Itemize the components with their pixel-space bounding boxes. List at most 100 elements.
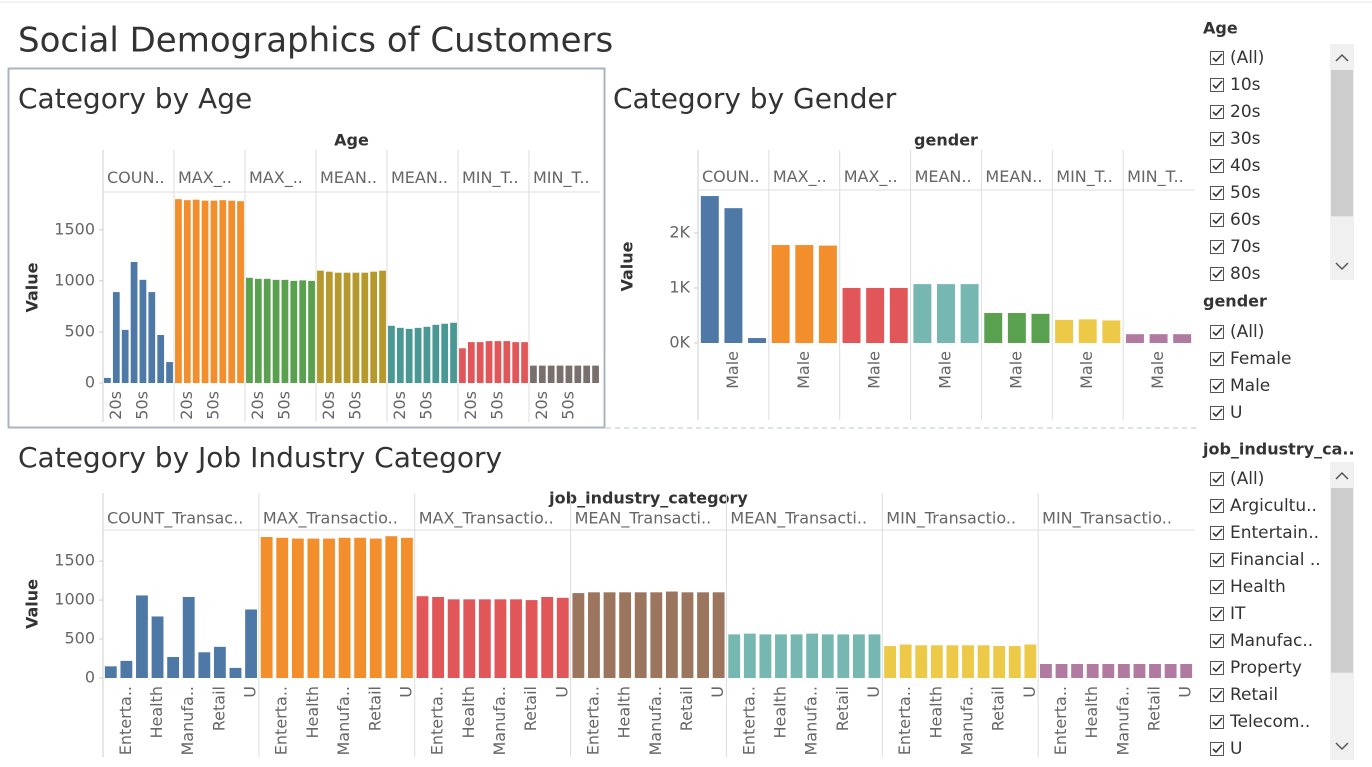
- bar: [712, 592, 725, 678]
- bar: [1055, 319, 1074, 343]
- panel-header: MIN_T..: [1056, 167, 1113, 187]
- filter-item[interactable]: 50s: [1210, 183, 1261, 203]
- bar: [476, 342, 484, 383]
- bar: [795, 245, 814, 343]
- bar: [151, 616, 164, 678]
- x-tick-label: Manufa..: [490, 686, 509, 756]
- scroll-up: [1335, 53, 1349, 62]
- bar: [1125, 334, 1144, 343]
- x-tick-label: U: [1020, 686, 1039, 698]
- filter-item[interactable]: (All): [1210, 469, 1265, 489]
- bar: [343, 272, 351, 383]
- filter-item[interactable]: Retail: [1210, 685, 1279, 705]
- y-tick-label: 0K: [669, 333, 690, 352]
- checkbox: [1210, 580, 1224, 594]
- filter-label: Retail: [1230, 685, 1278, 705]
- y-tick-label: 500: [64, 321, 95, 340]
- filter-item[interactable]: 10s: [1210, 75, 1261, 95]
- x-tick-label: 50s: [416, 391, 435, 420]
- filter-item[interactable]: Manufac..: [1210, 631, 1314, 651]
- x-tick-label: U: [708, 686, 727, 698]
- bar: [423, 326, 431, 383]
- bar: [354, 537, 367, 678]
- bar: [619, 592, 632, 678]
- checkbox: [1210, 105, 1224, 119]
- bar: [361, 272, 369, 383]
- filter-title: gender: [1203, 292, 1267, 311]
- bar: [1007, 313, 1026, 343]
- check: [1212, 80, 1223, 90]
- bar: [352, 272, 360, 383]
- x-tick-label: Manufa..: [178, 686, 197, 756]
- checkbox: [1210, 352, 1224, 366]
- bar: [323, 538, 335, 678]
- check: [1212, 107, 1223, 117]
- checkbox: [1210, 526, 1224, 540]
- panel-header: MIN_Transactio..: [886, 509, 1016, 529]
- panel-header: MAX_Transactio..: [419, 509, 554, 529]
- panel-header: MIN_T..: [533, 168, 590, 188]
- bar: [565, 365, 573, 383]
- filter-item[interactable]: Entertain..: [1210, 523, 1320, 543]
- bar: [1055, 663, 1068, 678]
- bar: [724, 208, 743, 343]
- filter-item[interactable]: 60s: [1210, 210, 1261, 230]
- filter-item[interactable]: Female: [1210, 349, 1292, 369]
- check: [1212, 474, 1223, 484]
- filter-item[interactable]: U: [1210, 403, 1243, 423]
- filter-label: (All): [1230, 48, 1264, 68]
- bar: [1102, 663, 1115, 678]
- filter-label: 60s: [1230, 210, 1261, 230]
- bar: [574, 365, 582, 383]
- checkbox: [1210, 742, 1224, 756]
- bar: [547, 365, 555, 383]
- filter-label: U: [1230, 739, 1242, 759]
- filter-item[interactable]: Financial ..: [1210, 550, 1321, 570]
- bar: [369, 538, 382, 678]
- filter-item[interactable]: (All): [1210, 48, 1265, 68]
- y-tick-label: 1000: [54, 590, 95, 609]
- x-tick-label: 20s: [106, 391, 125, 420]
- chart-title: Category by Job Industry Category: [18, 441, 502, 474]
- bar: [405, 328, 413, 383]
- bar: [229, 667, 242, 678]
- filter-item[interactable]: 80s: [1210, 264, 1261, 284]
- filter-item[interactable]: Telecom..: [1210, 712, 1311, 732]
- bar: [556, 365, 564, 383]
- filter-item[interactable]: Property: [1210, 658, 1302, 678]
- bar: [307, 538, 320, 678]
- bar: [530, 365, 537, 383]
- check: [1212, 636, 1223, 646]
- filter-item[interactable]: 40s: [1210, 156, 1261, 176]
- y-tick-label: 1500: [54, 219, 95, 238]
- filter-label: 70s: [1230, 237, 1261, 257]
- filter-item[interactable]: 70s: [1210, 237, 1261, 257]
- bar: [385, 536, 398, 678]
- filter-item[interactable]: 30s: [1210, 129, 1261, 149]
- filter-item[interactable]: 20s: [1210, 102, 1261, 122]
- bar: [821, 634, 834, 678]
- check: [1212, 354, 1223, 364]
- filter-item[interactable]: (All): [1210, 322, 1265, 342]
- bar: [494, 341, 502, 383]
- scroll-down: [1335, 262, 1349, 271]
- x-tick-label: Manufa..: [958, 686, 977, 756]
- filter-item[interactable]: U: [1210, 739, 1243, 759]
- x-tick-label: Retail: [1145, 686, 1164, 731]
- bar: [334, 272, 342, 383]
- filter-item[interactable]: Male: [1210, 376, 1271, 396]
- x-tick-label: Enterta..: [895, 686, 914, 755]
- bar: [634, 592, 647, 678]
- bar: [572, 593, 585, 678]
- x-tick-label: 50s: [132, 391, 151, 420]
- check: [1212, 744, 1223, 754]
- filter-item[interactable]: IT: [1210, 604, 1247, 624]
- x-tick-label: Retail: [365, 686, 384, 731]
- bar: [299, 280, 307, 383]
- bar: [379, 270, 386, 383]
- filter-label: Financial ..: [1230, 550, 1321, 570]
- bar: [400, 537, 413, 678]
- filter-item[interactable]: Argicultu..: [1210, 496, 1317, 516]
- bar: [120, 660, 133, 678]
- filter-item[interactable]: Health: [1210, 577, 1286, 597]
